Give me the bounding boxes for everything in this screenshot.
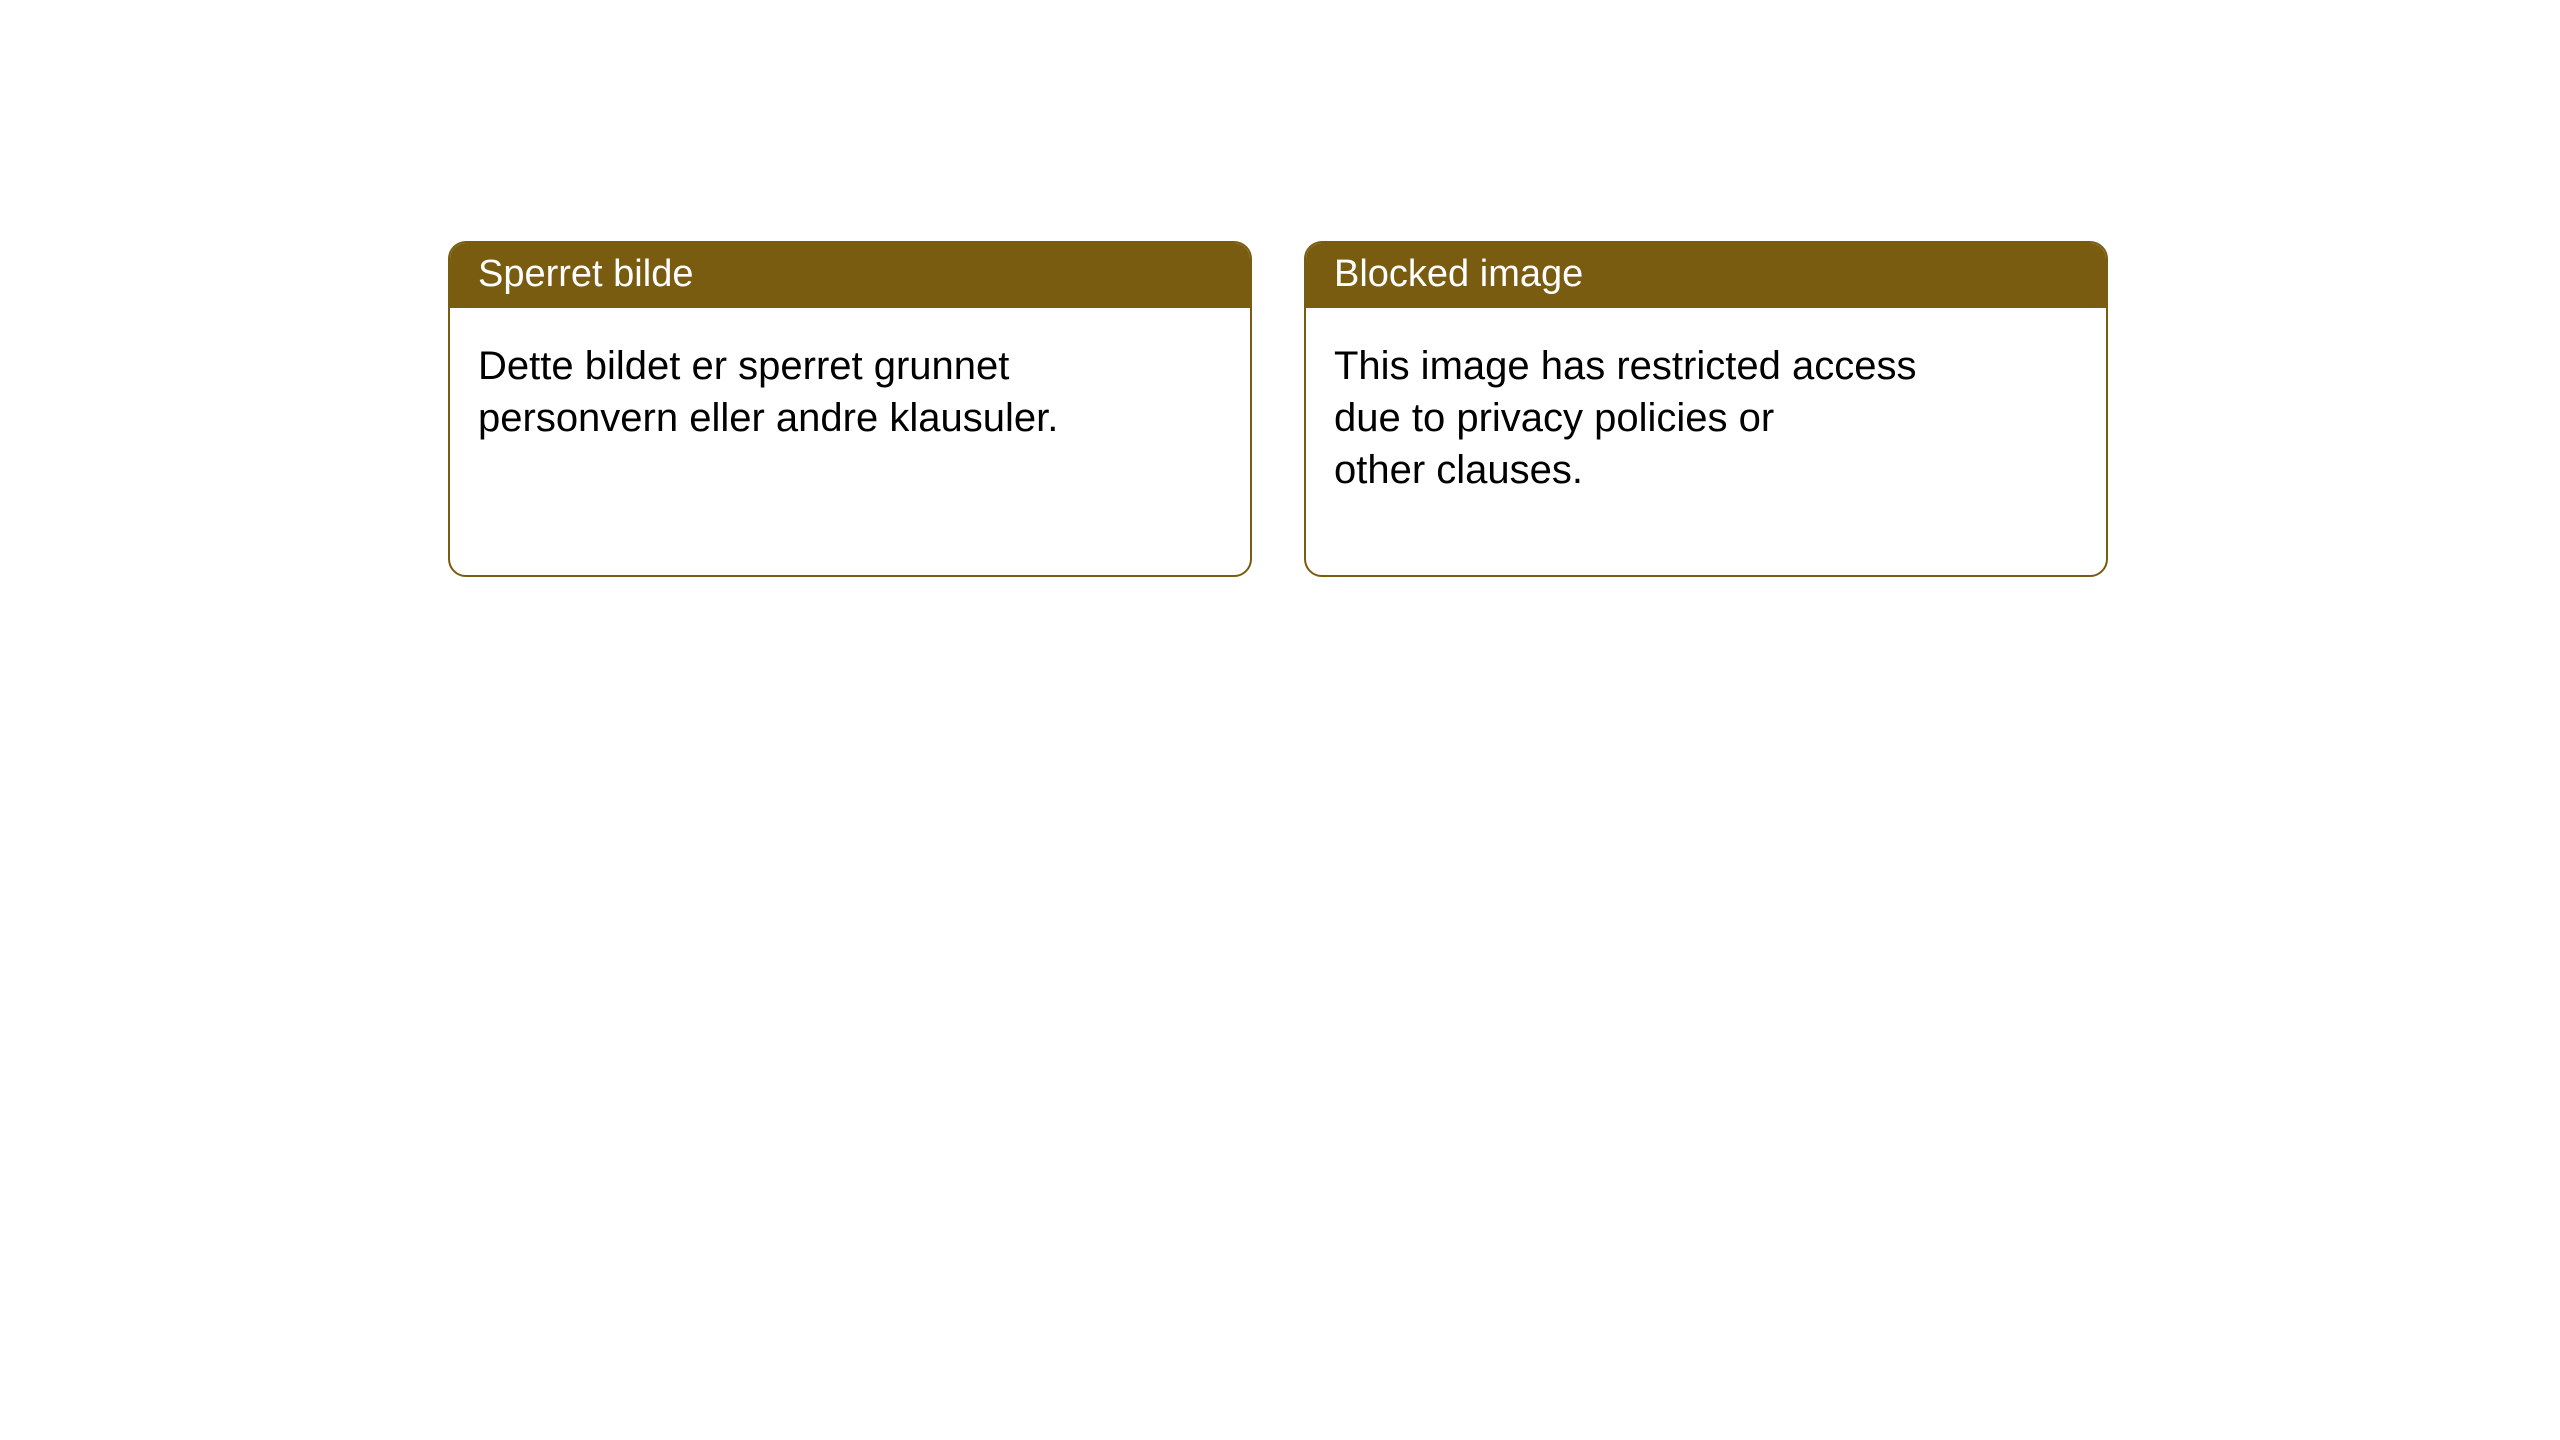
- notice-body: Dette bildet er sperret grunnet personve…: [450, 308, 1150, 476]
- notice-card-english: Blocked image This image has restricted …: [1304, 241, 2108, 577]
- notice-header: Sperret bilde: [450, 243, 1250, 308]
- notice-container: Sperret bilde Dette bildet er sperret gr…: [448, 241, 2108, 577]
- notice-header: Blocked image: [1306, 243, 2106, 308]
- notice-card-norwegian: Sperret bilde Dette bildet er sperret gr…: [448, 241, 1252, 577]
- notice-body: This image has restricted access due to …: [1306, 308, 2006, 528]
